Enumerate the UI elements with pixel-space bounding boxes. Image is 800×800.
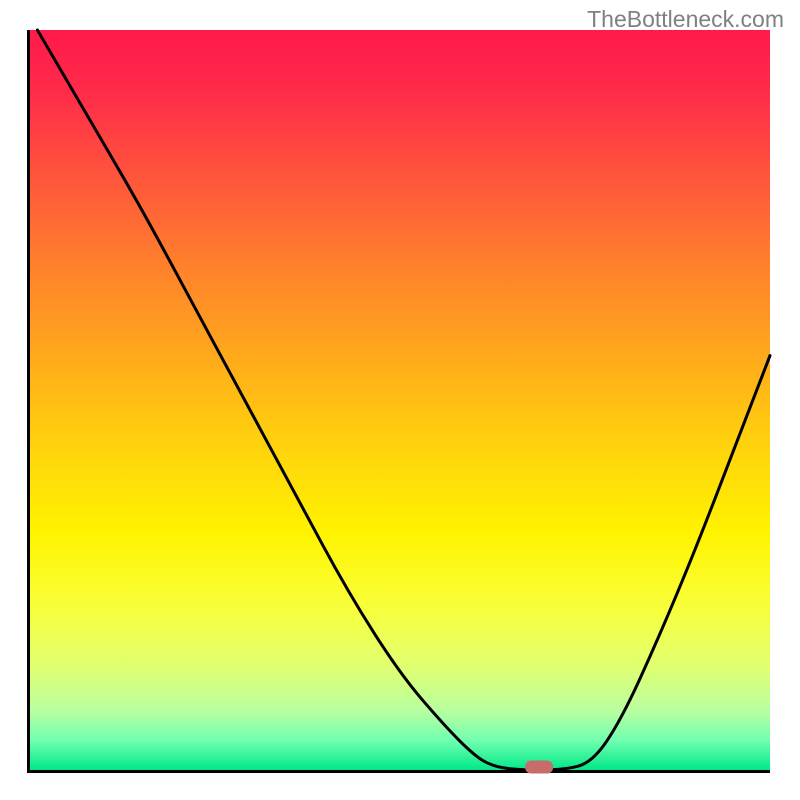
plot-border-bottom	[27, 770, 770, 773]
plot-border-left	[27, 30, 30, 773]
bottleneck-chart	[0, 0, 800, 800]
gradient-background	[30, 30, 770, 770]
chart-svg	[0, 0, 800, 800]
watermark-label: TheBottleneck.com	[587, 6, 784, 33]
optimal-marker	[525, 761, 553, 774]
